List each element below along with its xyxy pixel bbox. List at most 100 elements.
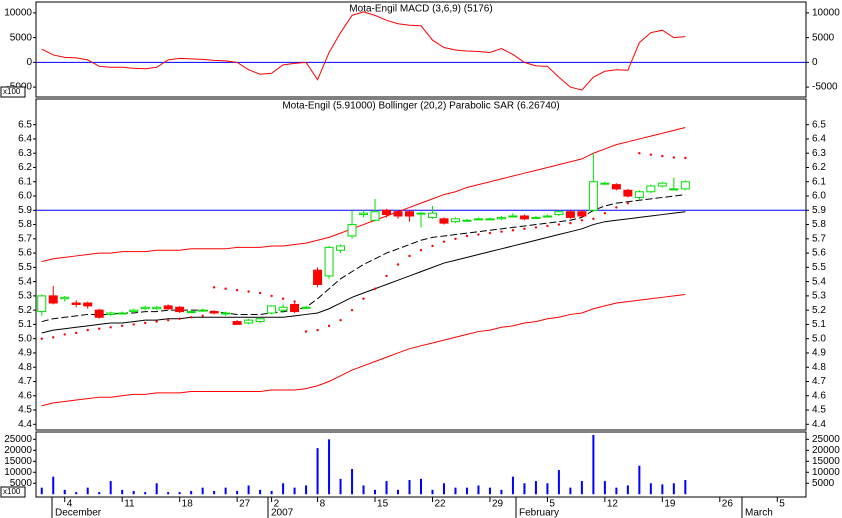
y-tick-label: 10000 bbox=[812, 8, 840, 19]
volume-bar bbox=[442, 483, 445, 495]
panel-frame bbox=[35, 431, 807, 498]
volume-bar bbox=[580, 481, 583, 495]
y-tick-label: 5.2 bbox=[18, 305, 32, 316]
candle-body bbox=[232, 321, 242, 325]
x-tick-label: 22 bbox=[434, 499, 446, 510]
volume-bar bbox=[339, 478, 342, 495]
y-tick-label: 5.6 bbox=[18, 248, 32, 259]
y-tick-label: 4.7 bbox=[18, 376, 32, 387]
volume-bar bbox=[247, 485, 250, 495]
series-line bbox=[41, 127, 686, 263]
candle-body bbox=[267, 305, 277, 314]
series-line bbox=[41, 11, 686, 91]
y-tick-label: 10000 bbox=[4, 467, 32, 478]
sar-dot bbox=[189, 316, 193, 319]
unit-box bbox=[0, 486, 26, 498]
candle-body bbox=[427, 212, 437, 218]
candle-body bbox=[313, 269, 323, 285]
candle-body bbox=[347, 224, 357, 237]
volume-bar bbox=[282, 483, 285, 495]
sar-dot bbox=[224, 287, 227, 290]
sar-dot bbox=[534, 226, 538, 229]
month-label: February bbox=[519, 508, 559, 518]
candle-body bbox=[301, 306, 311, 309]
y-tick-label: 5.1 bbox=[18, 319, 32, 330]
volume-bar bbox=[63, 489, 66, 495]
sar-dot bbox=[132, 323, 135, 326]
candle-body bbox=[209, 311, 219, 314]
candle-body bbox=[531, 216, 541, 219]
sar-dot bbox=[373, 287, 377, 290]
x-tick-label: 11 bbox=[124, 499, 135, 510]
y-tick-label: 4.4 bbox=[18, 419, 32, 430]
panel-title: Mota-Engil MACD (3,6,9) (5176) bbox=[349, 4, 492, 15]
y-tick-label: 6.0 bbox=[18, 191, 32, 202]
y-tick-label: 5.0 bbox=[18, 333, 32, 344]
volume-bar bbox=[213, 490, 216, 495]
y-tick-label: 4.5 bbox=[812, 405, 826, 416]
volume-bar bbox=[190, 490, 193, 495]
sar-dot bbox=[155, 320, 158, 323]
y-tick-label: 4.7 bbox=[812, 376, 826, 387]
sar-dot bbox=[86, 328, 89, 332]
volume-bar bbox=[259, 489, 262, 495]
y-tick-label: 5.9 bbox=[812, 205, 826, 216]
x-tick-label: 27 bbox=[239, 499, 251, 510]
y-tick-label: 6.1 bbox=[18, 176, 32, 187]
y-tick-label: 4.9 bbox=[18, 348, 32, 359]
y-tick-label: 5.1 bbox=[812, 319, 826, 330]
x-tick-label: 5 bbox=[549, 499, 555, 510]
candle-body bbox=[163, 305, 173, 310]
volume-bar bbox=[511, 476, 514, 495]
y-tick-label: 4.6 bbox=[18, 390, 32, 401]
volume-bar bbox=[615, 487, 618, 495]
volume-bar bbox=[603, 481, 606, 495]
sar-dot bbox=[442, 240, 446, 243]
y-tick-label: 5000 bbox=[10, 32, 33, 43]
x-tick-label: 26 bbox=[722, 499, 734, 510]
y-tick-label: 6.3 bbox=[812, 148, 826, 159]
volume-bar bbox=[201, 487, 204, 495]
candle-body bbox=[450, 218, 460, 223]
candle-body bbox=[278, 306, 288, 311]
y-tick-label: 5.5 bbox=[812, 262, 826, 273]
sar-dot bbox=[615, 206, 618, 209]
unit-label: x100 bbox=[3, 487, 21, 496]
candle-body bbox=[462, 219, 472, 222]
x-tick-label: 15 bbox=[377, 499, 389, 510]
y-tick-label: 10000 bbox=[4, 8, 32, 19]
y-tick-label: 6.3 bbox=[18, 148, 32, 159]
candle-body bbox=[370, 211, 380, 221]
y-tick-label: 5.7 bbox=[812, 233, 826, 244]
sar-dot bbox=[603, 211, 607, 215]
candle-body bbox=[140, 306, 150, 310]
sar-dot bbox=[327, 324, 331, 328]
candle-body bbox=[611, 184, 621, 190]
volume-bar bbox=[454, 487, 457, 495]
volume-bar bbox=[397, 489, 400, 495]
candle-body bbox=[255, 318, 265, 323]
candle-body bbox=[129, 309, 139, 313]
sar-dot bbox=[120, 324, 124, 328]
volume-bar bbox=[626, 485, 629, 495]
y-tick-label: 4.4 bbox=[812, 419, 826, 430]
volume-bar bbox=[374, 489, 377, 495]
sar-dot bbox=[431, 244, 434, 248]
volume-bar bbox=[121, 489, 124, 495]
volume-bar bbox=[557, 470, 560, 495]
sar-dot bbox=[408, 254, 411, 258]
x-tick-label: 19 bbox=[664, 499, 676, 510]
candle-body bbox=[290, 303, 300, 313]
sar-dot bbox=[661, 154, 664, 158]
volume-bar bbox=[98, 492, 101, 495]
sar-dot bbox=[454, 237, 457, 241]
volume-bar bbox=[52, 476, 55, 495]
candle-body bbox=[646, 185, 656, 193]
y-tick-label: 6.0 bbox=[812, 191, 826, 202]
volume-bar bbox=[385, 481, 388, 495]
candle-body bbox=[669, 188, 679, 191]
sar-dot bbox=[75, 331, 78, 335]
candle-body bbox=[60, 296, 70, 300]
